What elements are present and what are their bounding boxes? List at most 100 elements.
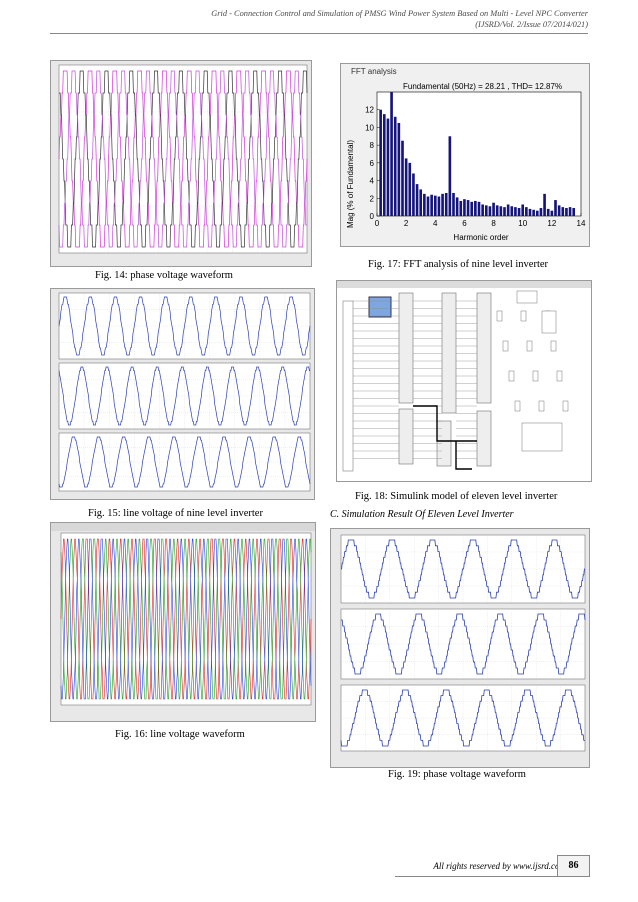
fft-bar bbox=[444, 192, 448, 216]
fft-xtick-label: 10 bbox=[518, 219, 527, 228]
fft-bar bbox=[517, 208, 521, 216]
fig15-trace bbox=[58, 296, 311, 356]
fft-bar bbox=[539, 208, 543, 216]
caption-fig19: Fig. 19: phase voltage waveform bbox=[388, 769, 526, 780]
caption-fig14: Fig. 14: phase voltage waveform bbox=[95, 270, 233, 281]
fig14-trace bbox=[58, 70, 307, 248]
fft-bar bbox=[503, 207, 506, 216]
simulink-switch bbox=[520, 310, 527, 322]
fig14-trace bbox=[58, 70, 308, 248]
fig15-trace bbox=[58, 366, 310, 426]
simulink-switch bbox=[550, 340, 557, 352]
fft-ytick-label: 4 bbox=[370, 177, 375, 186]
fft-bar bbox=[466, 200, 470, 216]
simulink-switch bbox=[496, 310, 503, 322]
fft-bar bbox=[546, 208, 550, 216]
fft-bar bbox=[525, 207, 528, 216]
fft-bar bbox=[437, 196, 441, 216]
fft-xtick-label: 2 bbox=[404, 219, 409, 228]
fft-bar bbox=[532, 209, 535, 216]
header-rule bbox=[50, 33, 588, 34]
simulink-switch bbox=[538, 400, 545, 412]
fft-bar bbox=[492, 202, 495, 216]
page-number: 86 bbox=[557, 855, 590, 877]
simulink-output-block bbox=[541, 310, 557, 334]
fft-xtick-label: 12 bbox=[547, 219, 556, 228]
fft-bar bbox=[481, 204, 484, 216]
fft-ylabel: Mag (% of Fundamental) bbox=[346, 140, 355, 228]
fft-xlabel: Harmonic order bbox=[453, 233, 508, 242]
fft-bar bbox=[521, 204, 525, 216]
simulink-switch bbox=[562, 400, 569, 412]
fft-xtick-label: 6 bbox=[462, 219, 467, 228]
simulink-switch bbox=[556, 370, 563, 382]
fig19-trace bbox=[340, 689, 585, 747]
fft-xtick-label: 0 bbox=[375, 219, 380, 228]
running-header-issue: (IJSRD/Vol. 2/Issue 07/2014/021) bbox=[475, 20, 588, 29]
fig19-trace bbox=[341, 613, 586, 675]
simulink-switch bbox=[526, 340, 533, 352]
fft-bar bbox=[474, 200, 477, 216]
fft-plot-area bbox=[376, 91, 582, 217]
fft-bar bbox=[506, 204, 510, 216]
fft-bar bbox=[448, 136, 452, 216]
fft-bar bbox=[441, 193, 444, 216]
fft-bar bbox=[401, 140, 404, 216]
fft-bar bbox=[550, 210, 554, 216]
fft-xtick-label: 8 bbox=[491, 219, 496, 228]
fft-bar bbox=[379, 109, 382, 216]
fft-bar bbox=[463, 199, 466, 216]
footer-rule bbox=[395, 876, 588, 877]
figure-15-image bbox=[50, 288, 315, 500]
simulink-block-a bbox=[398, 292, 414, 404]
fig16-trace bbox=[60, 538, 312, 700]
fig14-trace bbox=[59, 70, 308, 248]
fft-bar bbox=[484, 205, 488, 216]
fft-ytick-label: 10 bbox=[365, 123, 374, 132]
fft-bar bbox=[543, 193, 546, 216]
fft-bar bbox=[404, 158, 408, 216]
fft-bar bbox=[470, 201, 474, 216]
fig19-trace bbox=[341, 539, 585, 599]
simulink-block-d bbox=[398, 408, 414, 465]
fft-ytick-label: 8 bbox=[370, 141, 375, 150]
fft-bar bbox=[510, 206, 514, 216]
fft-bar bbox=[514, 207, 517, 216]
fft-bar bbox=[412, 173, 415, 216]
figure-14-image bbox=[50, 60, 312, 267]
simulink-block-b bbox=[441, 292, 457, 414]
fft-bar bbox=[565, 208, 568, 216]
fft-bar bbox=[430, 194, 433, 216]
fft-bar bbox=[528, 208, 532, 216]
fft-bar bbox=[382, 114, 386, 216]
fft-bar bbox=[477, 201, 481, 216]
footer-copyright: All rights reserved by www.ijsrd.com bbox=[433, 861, 566, 871]
fft-ytick-label: 2 bbox=[370, 194, 375, 203]
simulink-block-f bbox=[476, 410, 492, 467]
fft-ytick-label: 0 bbox=[370, 212, 375, 221]
simulink-thick-wire bbox=[455, 441, 472, 470]
fig16-titlebar bbox=[51, 523, 315, 531]
fig16-trace bbox=[60, 538, 312, 700]
fft-bar bbox=[554, 200, 557, 216]
fft-bar bbox=[561, 207, 565, 216]
fft-panel-title: FFT analysis bbox=[351, 67, 397, 76]
fig16-trace bbox=[60, 538, 312, 700]
fft-xtick-label: 14 bbox=[577, 219, 586, 228]
fft-bar bbox=[572, 208, 576, 216]
fft-bar bbox=[455, 197, 459, 216]
fft-bar bbox=[495, 205, 499, 216]
fft-bar bbox=[488, 206, 492, 216]
fig15-trace bbox=[58, 436, 311, 488]
simulink-titlebar bbox=[337, 281, 591, 288]
fft-bar bbox=[499, 206, 503, 216]
running-header-title: Grid - Connection Control and Simulation… bbox=[211, 9, 588, 18]
fft-bar bbox=[423, 193, 426, 216]
fft-bar bbox=[393, 116, 397, 216]
fft-bar bbox=[397, 123, 401, 216]
fft-bar bbox=[415, 184, 419, 216]
simulink-switch bbox=[502, 340, 509, 352]
fft-bar bbox=[535, 210, 539, 216]
figure-16-image bbox=[50, 522, 316, 722]
fft-bar bbox=[568, 207, 572, 216]
